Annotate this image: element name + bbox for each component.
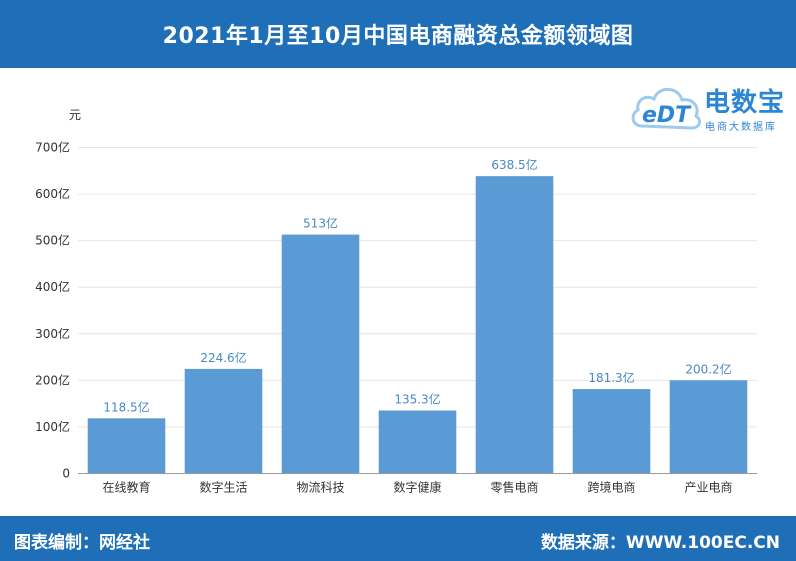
page-title: 2021年1月至10月中国电商融资总金额领域图	[162, 24, 634, 49]
value-label: 181.3亿	[588, 370, 634, 385]
value-labels: 118.5亿 224.6亿 513亿 135.3亿 638.5亿 181.3亿 200.2亿	[103, 157, 731, 414]
x-tick-label: 在线教育	[102, 480, 150, 495]
bar	[475, 176, 554, 474]
x-tick-label: 跨境电商	[587, 480, 635, 495]
y-tick-label: 700亿	[35, 140, 70, 155]
logo-brand: 电数宝	[704, 88, 786, 118]
x-tick-label: 物流科技	[296, 481, 344, 495]
y-tick-label: 600亿	[35, 186, 70, 201]
y-tick-label: 500亿	[35, 233, 70, 248]
logo-subtitle: 电商大数据库	[705, 122, 777, 133]
bar	[378, 410, 457, 474]
value-label: 118.5亿	[103, 399, 149, 414]
header-bar: 2021年1月至10月中国电商融资总金额领域图	[0, 0, 796, 68]
logo: eDT 电数宝 电商大数据库	[628, 74, 790, 136]
bar	[281, 234, 360, 474]
cloud-logo-icon: eDT	[631, 87, 701, 130]
x-tick-label: 数字生活	[199, 480, 247, 495]
y-tick-label: 400亿	[35, 279, 70, 294]
bar	[572, 389, 651, 474]
grid-lines	[78, 147, 757, 428]
logo-mark: eDT	[642, 103, 692, 128]
footer-bar: 图表编制：网经社 数据来源：WWW.100EC.CN	[0, 516, 796, 561]
value-label: 200.2亿	[685, 361, 731, 376]
value-label: 135.3亿	[394, 391, 440, 406]
footer-credit: 图表编制：网经社	[14, 533, 150, 553]
x-axis-labels: 在线教育 数字生活 物流科技 数字健康 零售电商 跨境电商 产业电商	[102, 480, 732, 495]
y-tick-label: 300亿	[35, 326, 70, 341]
x-tick-label: 零售电商	[490, 480, 538, 495]
bars	[87, 176, 748, 474]
bar	[87, 418, 166, 474]
y-tick-label: 200亿	[35, 372, 70, 387]
x-tick-label: 数字健康	[393, 480, 441, 495]
bar-chart: 0 100亿 200亿 300亿 400亿 500亿 600亿 700亿 118.5亿 224.…	[35, 140, 757, 495]
footer-source: 数据来源：WWW.100EC.CN	[540, 533, 780, 553]
y-axis-ticks: 0 100亿 200亿 300亿 400亿 500亿 600亿 700亿	[35, 140, 70, 481]
y-axis-unit: 元	[69, 108, 82, 122]
bar	[669, 380, 748, 474]
y-tick-label: 100亿	[35, 419, 70, 434]
value-label: 513亿	[303, 216, 338, 231]
value-label: 638.5亿	[491, 157, 537, 172]
bar	[184, 368, 263, 474]
y-tick-label: 0	[62, 467, 70, 481]
value-label: 224.6亿	[200, 350, 246, 365]
x-tick-label: 产业电商	[684, 480, 732, 495]
